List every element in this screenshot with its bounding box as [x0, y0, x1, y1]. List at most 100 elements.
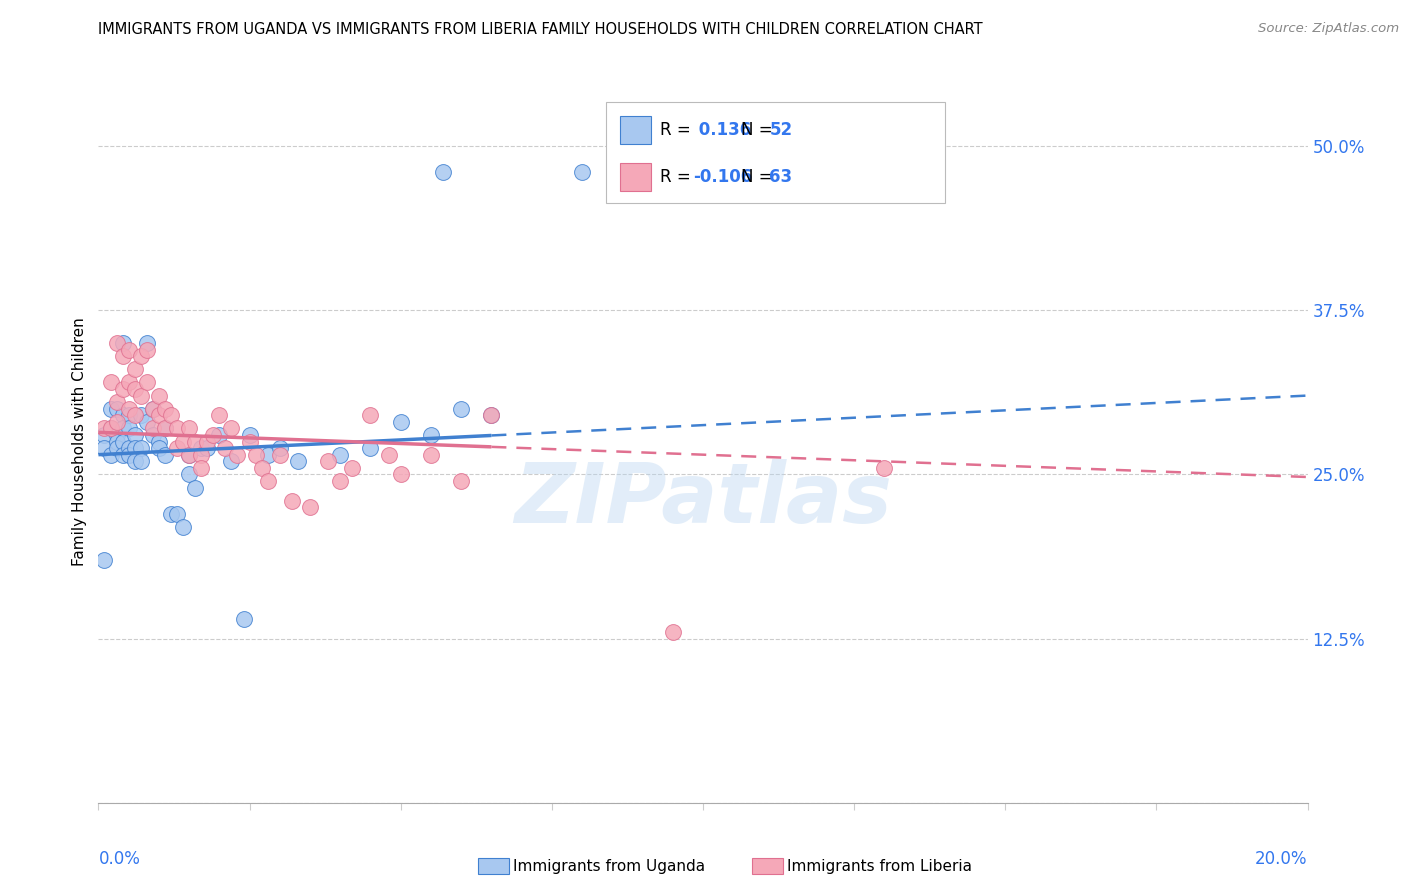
Point — [329, 474, 352, 488]
Point — [190, 448, 212, 462]
Text: 52: 52 — [769, 121, 793, 139]
Point — [93, 553, 115, 567]
Point — [432, 165, 454, 179]
Point — [118, 441, 141, 455]
Point — [195, 434, 218, 449]
Point — [450, 401, 472, 416]
Text: Immigrants from Liberia: Immigrants from Liberia — [787, 859, 973, 873]
Text: Immigrants from Uganda: Immigrants from Uganda — [513, 859, 706, 873]
Point — [129, 441, 152, 455]
Point — [124, 428, 146, 442]
Point — [184, 434, 207, 449]
Point — [256, 474, 278, 488]
Point — [184, 481, 207, 495]
Point — [105, 395, 128, 409]
Point — [135, 336, 157, 351]
Point — [111, 448, 134, 462]
Point — [221, 421, 243, 435]
Text: N =: N = — [741, 121, 773, 139]
Point — [105, 336, 128, 351]
Point — [360, 441, 382, 455]
Point — [142, 428, 165, 442]
Point — [287, 454, 309, 468]
Point — [269, 448, 291, 462]
Point — [269, 441, 291, 455]
Point — [153, 421, 176, 435]
Point — [420, 428, 443, 442]
Point — [202, 428, 225, 442]
Text: N =: N = — [741, 168, 773, 186]
Point — [111, 434, 134, 449]
Point — [105, 434, 128, 449]
Point — [124, 409, 146, 423]
Point — [190, 460, 212, 475]
Point — [179, 421, 201, 435]
Point — [93, 441, 115, 455]
Point — [208, 428, 231, 442]
Text: 20.0%: 20.0% — [1256, 850, 1308, 868]
Point — [360, 409, 382, 423]
Point — [239, 428, 262, 442]
Text: -0.106: -0.106 — [693, 168, 752, 186]
Point — [111, 421, 134, 435]
Point — [111, 349, 134, 363]
Point — [316, 454, 339, 468]
Point — [172, 434, 194, 449]
Point — [256, 448, 278, 462]
Point — [190, 441, 212, 455]
Point — [166, 421, 188, 435]
Point — [281, 493, 304, 508]
Point — [148, 434, 170, 449]
Point — [93, 421, 115, 435]
Point — [118, 448, 141, 462]
Point — [239, 434, 262, 449]
Point — [208, 409, 231, 423]
Point — [179, 448, 201, 462]
Text: R =: R = — [659, 121, 690, 139]
Point — [142, 421, 165, 435]
Point — [195, 441, 218, 455]
Text: IMMIGRANTS FROM UGANDA VS IMMIGRANTS FROM LIBERIA FAMILY HOUSEHOLDS WITH CHILDRE: IMMIGRANTS FROM UGANDA VS IMMIGRANTS FRO… — [98, 22, 983, 37]
Point — [118, 343, 141, 357]
Point — [111, 336, 134, 351]
Point — [250, 460, 273, 475]
Point — [873, 460, 896, 475]
Point — [105, 415, 128, 429]
Point — [93, 428, 115, 442]
Point — [111, 409, 134, 423]
Point — [124, 441, 146, 455]
Y-axis label: Family Households with Children: Family Households with Children — [72, 318, 87, 566]
Point — [100, 448, 122, 462]
Point — [153, 448, 176, 462]
Point — [100, 421, 122, 435]
Point — [329, 448, 352, 462]
Point — [420, 448, 443, 462]
Point — [245, 448, 267, 462]
Point — [166, 507, 188, 521]
Point — [226, 448, 249, 462]
Text: Source: ZipAtlas.com: Source: ZipAtlas.com — [1258, 22, 1399, 36]
Point — [135, 376, 157, 390]
Text: 0.0%: 0.0% — [98, 850, 141, 868]
Text: 63: 63 — [769, 168, 793, 186]
Point — [118, 409, 141, 423]
Point — [129, 349, 152, 363]
Point — [148, 409, 170, 423]
Point — [214, 441, 236, 455]
Point — [481, 409, 503, 423]
Point — [142, 401, 165, 416]
Point — [389, 467, 412, 482]
Point — [160, 507, 183, 521]
Text: 0.136: 0.136 — [693, 121, 752, 139]
Point — [166, 441, 188, 455]
Point — [172, 520, 194, 534]
Point — [160, 409, 183, 423]
Point — [105, 441, 128, 455]
Point — [571, 165, 593, 179]
Point — [299, 500, 322, 515]
Point — [481, 409, 503, 423]
Point — [100, 421, 122, 435]
Point — [129, 409, 152, 423]
Point — [105, 401, 128, 416]
Point — [129, 388, 152, 402]
